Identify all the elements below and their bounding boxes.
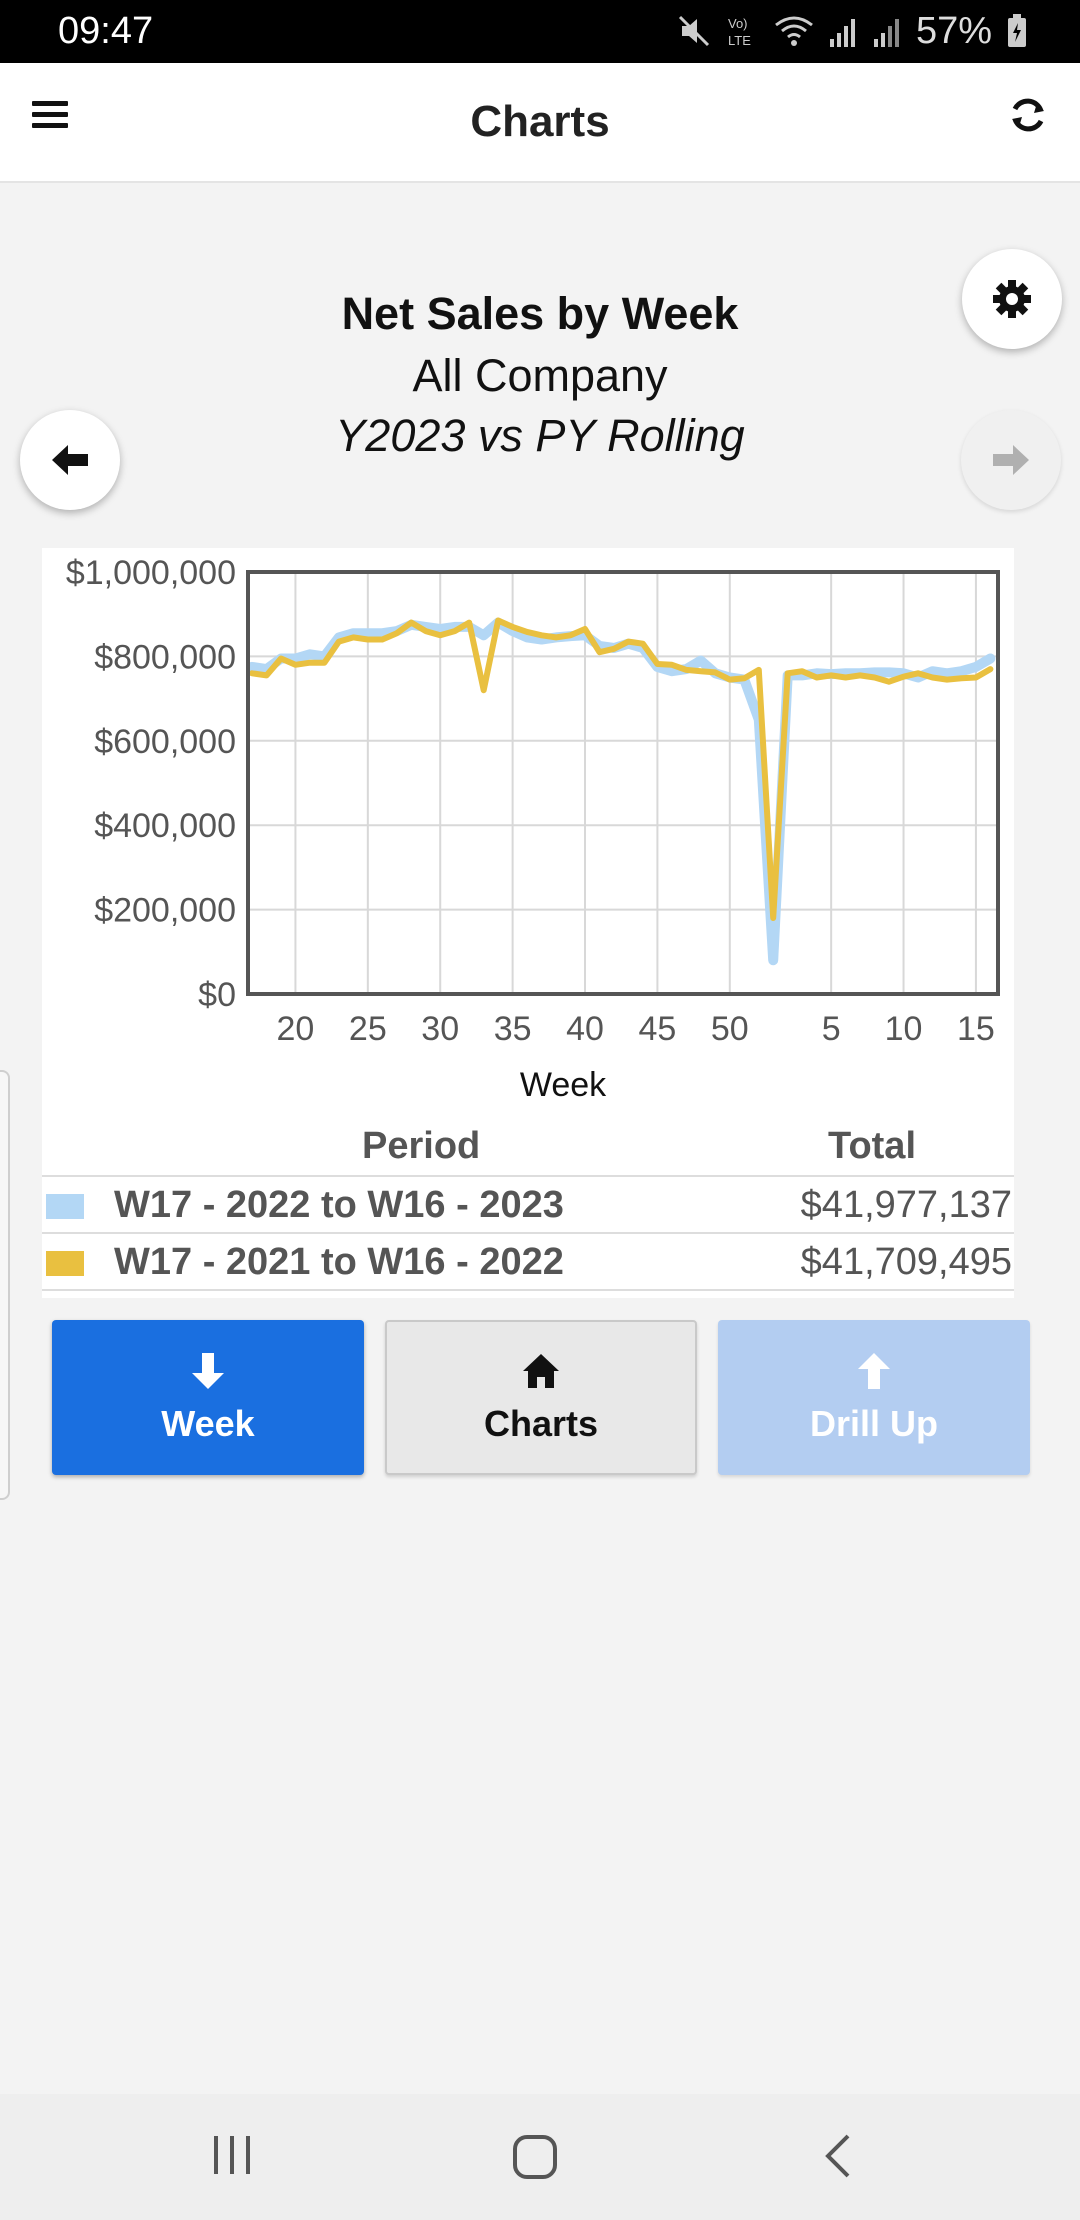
legend-swatch: [46, 1251, 84, 1276]
x-tick-label: 50: [711, 1010, 749, 1048]
app-title: Charts: [470, 97, 610, 146]
x-tick-label: 40: [566, 1010, 604, 1048]
settings-button[interactable]: [962, 249, 1062, 349]
x-tick-label: 25: [349, 1010, 387, 1048]
arrow-left-icon: [52, 445, 88, 475]
arrow-down-icon: [192, 1352, 224, 1389]
x-tick-label: 15: [957, 1010, 995, 1048]
y-tick-label: $400,000: [94, 807, 236, 845]
chart-period-label: Y2023 vs PY Rolling: [335, 410, 745, 461]
y-tick-label: $600,000: [94, 723, 236, 761]
charts-button-label: Charts: [483, 1402, 599, 1444]
side-drawer-handle[interactable]: [0, 1070, 10, 1500]
legend-period: W17 - 2021 to W16 - 2022: [114, 1241, 564, 1283]
volte-icon: Vo) LTE: [728, 16, 751, 48]
wifi-icon: [775, 16, 813, 46]
series-line: [249, 617, 994, 921]
app-bar: Charts: [0, 63, 1080, 183]
next-button[interactable]: [961, 410, 1061, 510]
gear-icon: [993, 280, 1031, 318]
svg-text:LTE: LTE: [728, 33, 751, 48]
drill-down-week-button[interactable]: Week: [52, 1320, 364, 1475]
status-time: 09:47: [58, 10, 154, 52]
back-nav-icon[interactable]: [818, 2132, 858, 2180]
refresh-icon[interactable]: [1006, 93, 1050, 137]
drill-up-button-label: Drill Up: [809, 1402, 938, 1444]
signal-icon-2: [873, 19, 899, 47]
legend-total: $41,709,495: [800, 1241, 1012, 1283]
home-nav-icon[interactable]: [510, 2132, 560, 2182]
x-tick-label: 5: [822, 1010, 841, 1048]
previous-button[interactable]: [20, 410, 120, 510]
y-tick-label: $200,000: [94, 892, 236, 930]
legend-header: Period Total: [42, 1115, 1014, 1177]
legend-total: $41,977,137: [800, 1184, 1012, 1226]
status-bar: 09:47 Vo) LTE 57%: [0, 0, 1080, 63]
home-icon: [523, 1353, 559, 1388]
legend-row: W17 - 2022 to W16 - 2023 $41,977,137: [42, 1177, 1014, 1234]
y-tick-label: $0: [198, 976, 236, 1014]
signal-icon: [829, 19, 855, 47]
x-tick-label: 35: [494, 1010, 532, 1048]
legend-swatch: [46, 1194, 84, 1219]
battery-icon: [1008, 14, 1026, 47]
plot-frame: [246, 570, 1000, 996]
x-tick-label: 45: [638, 1010, 676, 1048]
arrow-up-icon: [858, 1352, 890, 1389]
legend-row: W17 - 2021 to W16 - 2022 $41,709,495: [42, 1234, 1014, 1291]
legend-col-total: Total: [828, 1125, 916, 1167]
menu-icon[interactable]: [30, 95, 70, 135]
chart-subtitle: All Company: [412, 350, 668, 401]
x-tick-label: 20: [277, 1010, 315, 1048]
system-nav-bar: [0, 2094, 1080, 2220]
mute-icon: [678, 15, 709, 47]
x-tick-label: 30: [421, 1010, 459, 1048]
svg-text:Vo): Vo): [728, 16, 748, 31]
chart-title: Net Sales by Week: [341, 288, 739, 339]
line-chart: $0 $200,000 $400,000 $600,000 $800,000 $1,000…: [66, 554, 1000, 1104]
x-tick-label: 10: [885, 1010, 923, 1048]
recent-apps-icon[interactable]: [210, 2132, 256, 2178]
charts-home-button[interactable]: Charts: [385, 1320, 697, 1475]
x-axis-label: Week: [520, 1066, 607, 1104]
arrow-right-icon: [993, 445, 1029, 475]
legend-period: W17 - 2022 to W16 - 2023: [114, 1184, 564, 1226]
week-button-label: Week: [161, 1402, 255, 1444]
legend-col-period: Period: [362, 1125, 481, 1167]
chart-container: $0 $200,000 $400,000 $600,000 $800,000 $1,000…: [42, 548, 1014, 1298]
status-icons: Vo) LTE 57%: [676, 8, 1028, 54]
battery-percent: 57%: [915, 9, 992, 52]
legend-table: Period Total W17 - 2022 to W16 - 2023 $4…: [42, 1115, 1014, 1291]
y-tick-label: $1,000,000: [66, 554, 236, 592]
y-tick-label: $800,000: [94, 638, 236, 676]
drill-up-button[interactable]: Drill Up: [718, 1320, 1030, 1475]
